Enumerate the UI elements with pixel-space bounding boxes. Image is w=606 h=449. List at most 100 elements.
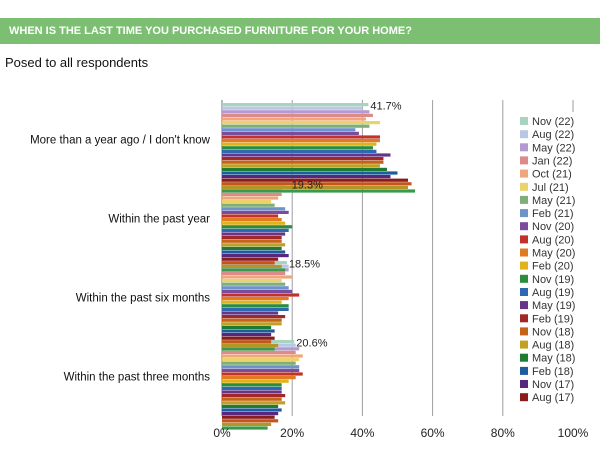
bar — [222, 322, 282, 326]
category-label: Within the past year — [108, 214, 210, 226]
bar — [222, 171, 398, 175]
legend-swatch — [520, 117, 528, 125]
bar — [222, 236, 282, 240]
bar — [222, 124, 370, 128]
bar — [222, 358, 300, 362]
bar — [222, 139, 380, 143]
legend-swatch — [520, 235, 528, 244]
legend-label: Aug (18) — [532, 340, 574, 352]
category-label: More than a year ago / I don't know — [30, 135, 211, 147]
legend-label: Feb (19) — [532, 313, 574, 325]
legend-label: Aug (22) — [532, 129, 574, 141]
bar — [222, 218, 282, 222]
legend-swatch — [520, 393, 528, 402]
bar — [222, 225, 293, 229]
legend-label: Feb (18) — [532, 366, 574, 378]
bar — [222, 368, 300, 372]
bar — [222, 422, 272, 426]
x-tick-label: 0% — [213, 426, 231, 440]
legend-label: May (18) — [532, 353, 575, 365]
legend-label: May (21) — [532, 195, 575, 207]
bar — [222, 412, 279, 416]
bar — [222, 243, 286, 247]
bar — [222, 200, 272, 204]
bar — [222, 128, 356, 132]
legend-label: Jul (21) — [532, 182, 569, 194]
bar — [222, 304, 289, 308]
bar — [222, 401, 286, 405]
bar — [222, 157, 384, 161]
bar — [222, 203, 275, 207]
bar — [222, 354, 303, 358]
legend-swatch — [520, 169, 528, 178]
data-label: 41.7% — [370, 101, 401, 113]
legend-swatch — [520, 261, 528, 270]
bar — [222, 185, 409, 189]
bar — [222, 207, 286, 211]
bar — [222, 160, 384, 164]
bar — [222, 182, 412, 186]
legend-label: Nov (18) — [532, 326, 574, 338]
bar — [222, 167, 387, 171]
bar — [222, 404, 279, 408]
bar — [222, 264, 282, 268]
bar — [222, 297, 289, 301]
bar — [222, 142, 377, 146]
bar — [222, 268, 286, 272]
bar — [222, 232, 286, 236]
legend-label: Nov (17) — [532, 379, 574, 391]
x-tick-label: 60% — [421, 426, 445, 440]
legend-label: Feb (21) — [532, 208, 574, 220]
bar — [222, 372, 303, 376]
bar — [222, 311, 279, 315]
bar — [222, 333, 272, 337]
bar — [222, 257, 279, 261]
legend-swatch — [520, 288, 528, 296]
bar — [222, 113, 373, 117]
bar — [222, 196, 279, 200]
legend-label: Nov (22) — [532, 116, 574, 128]
bar — [222, 275, 293, 279]
bar — [222, 106, 363, 110]
legend-swatch — [520, 353, 528, 362]
bar — [222, 261, 275, 265]
bar — [222, 239, 282, 243]
x-tick-label: 40% — [350, 426, 374, 440]
category-label: Within the past six months — [76, 293, 210, 305]
bar — [222, 164, 380, 168]
bar — [222, 286, 289, 290]
legend-label: Nov (19) — [532, 274, 574, 286]
bar — [222, 315, 286, 319]
legend-box — [514, 112, 600, 416]
bar — [222, 135, 380, 139]
bar — [222, 379, 289, 383]
legend-swatch — [520, 314, 528, 323]
bar — [222, 221, 286, 225]
bar — [222, 347, 275, 351]
bar — [222, 250, 286, 254]
legend-label: Aug (17) — [532, 392, 574, 404]
legend-label: Oct (21) — [532, 169, 572, 181]
legend-swatch — [520, 195, 528, 204]
question-banner: WHEN IS THE LAST TIME YOU PURCHASED FURN… — [0, 18, 600, 44]
legend-label: Aug (19) — [532, 287, 574, 299]
bar — [222, 376, 296, 380]
bar — [222, 386, 282, 390]
bar — [222, 343, 279, 347]
legend: Nov (22)Aug (22)May (22)Jan (22) Oct (21)… — [514, 112, 600, 416]
bar — [222, 282, 286, 286]
bar — [222, 415, 275, 419]
bar — [222, 131, 359, 135]
legend-swatch — [520, 156, 528, 165]
legend-swatch — [520, 130, 528, 139]
legend-swatch — [520, 274, 528, 283]
legend-swatch — [520, 366, 528, 375]
bar — [222, 318, 282, 322]
category-label: Within the past three months — [64, 372, 211, 384]
bar — [222, 178, 409, 182]
bar — [222, 325, 272, 329]
bar — [222, 361, 296, 365]
subtitle: Posed to all respondents — [5, 55, 149, 70]
bar — [222, 146, 373, 150]
